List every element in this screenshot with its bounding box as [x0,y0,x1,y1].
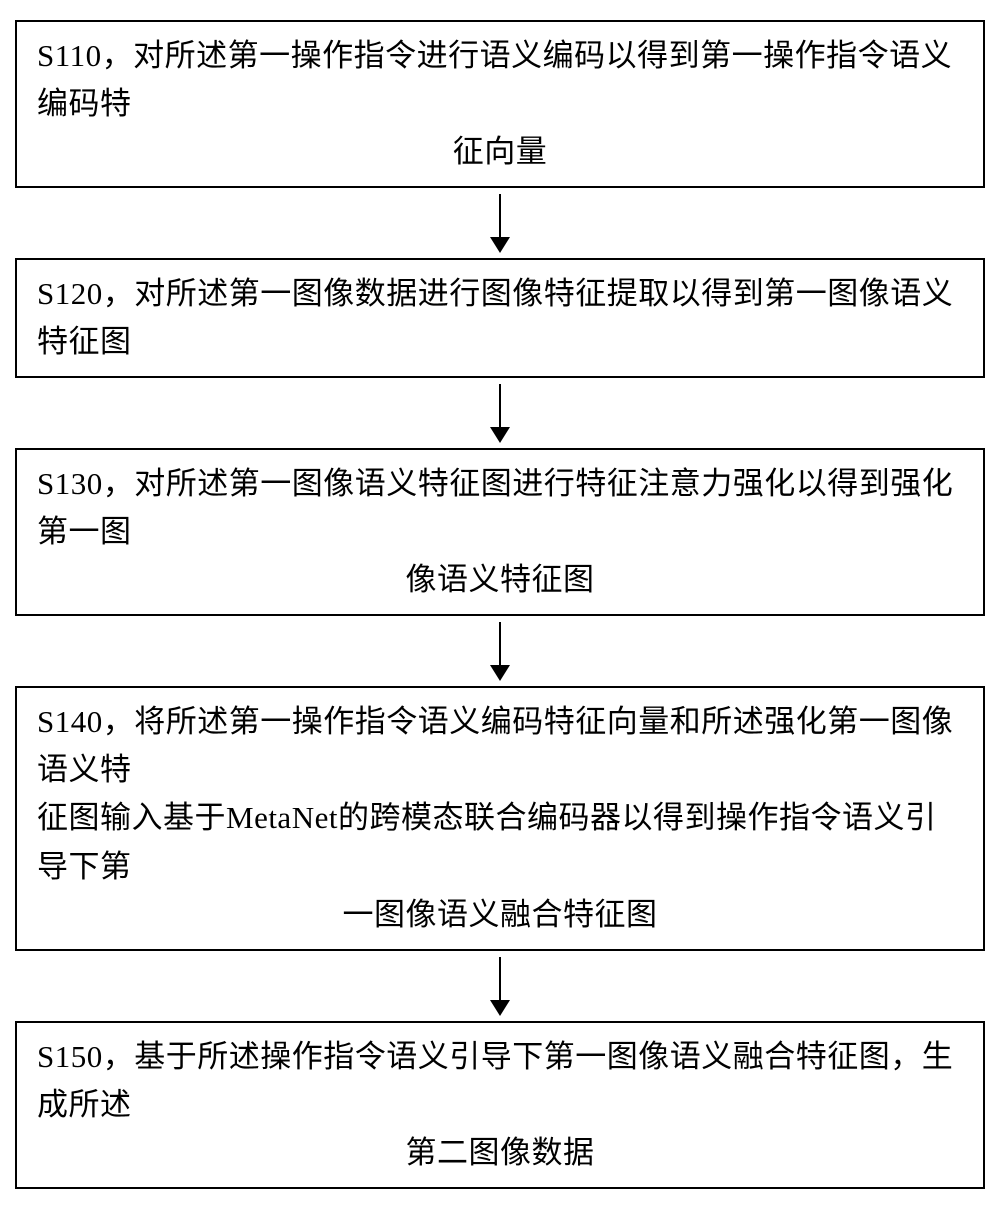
step-s120-line-1: S120，对所述第一图像数据进行图像特征提取以得到第一图像语义特征图 [37,270,963,366]
step-s150-line-1: S150，基于所述操作指令语义引导下第一图像语义融合特征图，生成所述 [37,1033,963,1129]
step-s140: S140，将所述第一操作指令语义编码特征向量和所述强化第一图像语义特 征图输入基… [15,686,985,950]
arrow-head-icon [490,665,510,681]
arrow-s140-s150 [490,951,510,1021]
step-s140-line-2: 征图输入基于MetaNet的跨模态联合编码器以得到操作指令语义引导下第 [37,794,963,890]
step-s130-line-2: 像语义特征图 [37,556,963,604]
step-s140-line-3: 一图像语义融合特征图 [37,891,963,939]
step-s110-line-1: S110，对所述第一操作指令进行语义编码以得到第一操作指令语义编码特 [37,32,963,128]
arrow-head-icon [490,427,510,443]
arrow-shaft-icon [499,957,501,1001]
arrow-s130-s140 [490,616,510,686]
step-s110-line-2: 征向量 [37,128,963,176]
flowchart: S110，对所述第一操作指令进行语义编码以得到第一操作指令语义编码特 征向量 S… [14,20,986,1189]
step-s150: S150，基于所述操作指令语义引导下第一图像语义融合特征图，生成所述 第二图像数… [15,1021,985,1189]
step-s110: S110，对所述第一操作指令进行语义编码以得到第一操作指令语义编码特 征向量 [15,20,985,188]
step-s120: S120，对所述第一图像数据进行图像特征提取以得到第一图像语义特征图 [15,258,985,378]
arrow-s120-s130 [490,378,510,448]
step-s140-line-1: S140，将所述第一操作指令语义编码特征向量和所述强化第一图像语义特 [37,698,963,794]
arrow-shaft-icon [499,622,501,666]
arrow-s110-s120 [490,188,510,258]
step-s150-line-2: 第二图像数据 [37,1129,963,1177]
step-s130: S130，对所述第一图像语义特征图进行特征注意力强化以得到强化第一图 像语义特征… [15,448,985,616]
arrow-shaft-icon [499,194,501,238]
arrow-shaft-icon [499,384,501,428]
arrow-head-icon [490,237,510,253]
step-s130-line-1: S130，对所述第一图像语义特征图进行特征注意力强化以得到强化第一图 [37,460,963,556]
arrow-head-icon [490,1000,510,1016]
